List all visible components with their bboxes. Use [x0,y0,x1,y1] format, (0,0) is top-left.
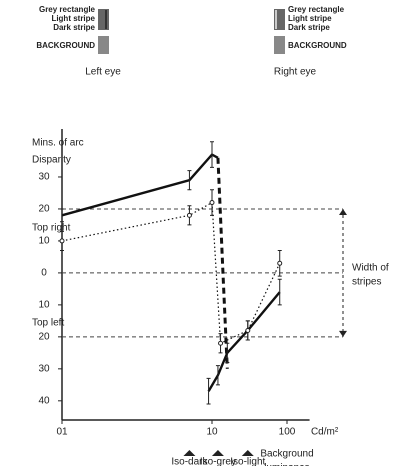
error-bar [277,278,282,306]
series-line [61,153,219,217]
y-tick-label: 20 [38,204,50,215]
eye-label: Right eye [274,67,317,78]
marker-label: Iso-grey [200,457,236,466]
error-bar [215,365,220,386]
legend-label: Grey rectangle [39,5,96,14]
y-tick-label: 0 [41,268,47,279]
y-axis-label: Mins. of arc [32,138,84,149]
y-tick-label: 10 [38,236,50,247]
y-tick-label: 20 [38,331,50,342]
width-label: Width of [352,263,389,274]
legend-label: Dark stripe [53,23,95,32]
legend-label: Grey rectangle [288,5,345,14]
x-tick-label: 10 [206,427,218,438]
marker-label: Background [260,449,313,460]
arrow-head [339,330,347,337]
y-tick-label: 40 [38,395,50,406]
legend-label: BACKGROUND [288,41,347,50]
marker-arrow [183,450,196,456]
x-tick-label: 100 [279,427,296,438]
error-bar [206,377,211,405]
legend-label: BACKGROUND [36,41,95,50]
point [186,212,192,218]
grey-rect-right [274,9,285,30]
marker-label: luminance [264,463,310,466]
marker-label: Iso-light [230,457,265,466]
error-bar [210,141,214,168]
x-tick-label: 01 [56,427,68,438]
width-label: stripes [352,277,381,288]
point [59,238,65,244]
legend-label: Light stripe [288,14,332,23]
point [209,200,215,206]
y-tick-label: 30 [38,363,50,374]
point [245,327,251,333]
y-tick-label: 10 [38,300,50,311]
x-axis-label: Cd/m² [311,427,339,438]
point [218,340,224,346]
background-left [98,36,109,54]
region-label: Top left [32,318,64,329]
y-tick-label: 30 [38,172,50,183]
point [277,260,283,266]
arrow-head [339,208,347,215]
eye-label: Left eye [85,67,121,78]
marker-label: Iso-dark [171,457,208,466]
marker-arrow [211,450,224,456]
legend-label: Light stripe [51,14,95,23]
error-bar [60,208,64,223]
legend-label: Dark stripe [288,23,330,32]
error-bar [225,342,230,363]
series-line [216,157,229,369]
series-line [61,201,281,345]
grey-rect-left [98,9,109,30]
marker-arrow [241,450,254,456]
background-right [274,36,285,54]
region-label: Top right [32,223,71,234]
error-bar [187,170,192,191]
y-axis-label: Disparity [32,155,71,166]
